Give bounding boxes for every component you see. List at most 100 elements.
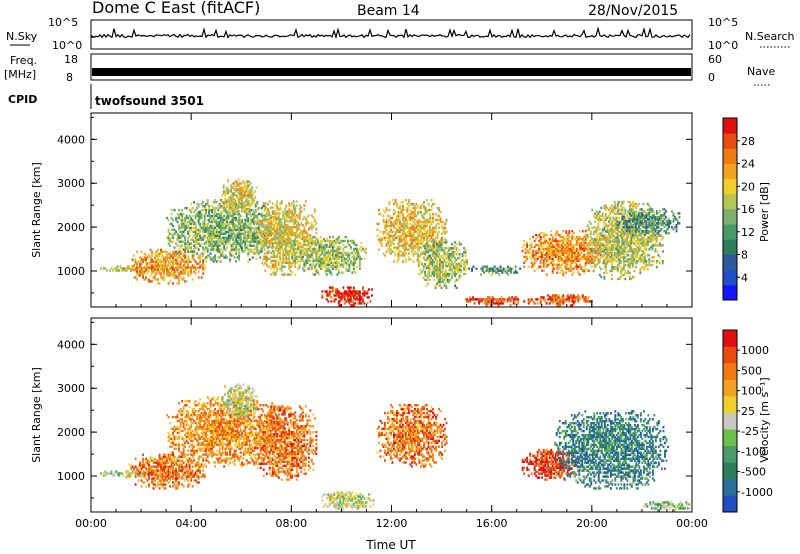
data-cell (116, 265, 119, 268)
data-cell (185, 224, 188, 228)
data-cell (217, 232, 220, 235)
data-cell (184, 270, 187, 273)
data-cell (584, 261, 587, 264)
data-cell (327, 292, 330, 295)
data-cell (445, 218, 448, 222)
data-cell (379, 212, 382, 216)
data-cell (554, 251, 557, 255)
data-cell (208, 238, 211, 241)
data-cell (163, 266, 165, 269)
data-cell (604, 218, 607, 221)
data-cell (440, 286, 443, 289)
data-cell (388, 236, 391, 239)
data-cell (615, 232, 618, 235)
data-cell (613, 238, 616, 241)
data-cell (382, 220, 385, 224)
data-cell (393, 212, 395, 216)
data-cell (179, 252, 182, 255)
data-cell (431, 251, 434, 254)
data-cell (424, 274, 426, 278)
data-cell (399, 238, 401, 241)
data-cell (440, 262, 443, 266)
data-cell (254, 240, 257, 243)
data-cell (170, 268, 173, 271)
data-cell (421, 250, 424, 253)
data-cell (274, 255, 277, 258)
data-cell (261, 226, 264, 229)
data-cell (274, 218, 277, 221)
data-cell (197, 210, 200, 214)
data-cell (613, 228, 616, 231)
data-cell (318, 253, 321, 257)
data-cell (262, 214, 265, 218)
data-cell (598, 248, 601, 251)
data-cell (606, 256, 609, 259)
data-cell (184, 248, 187, 251)
data-cell (357, 302, 360, 305)
data-cell (586, 228, 589, 231)
data-cell (261, 222, 264, 225)
data-cell (503, 298, 506, 301)
data-cell (445, 284, 447, 287)
data-cell (420, 252, 422, 255)
data-cell (325, 255, 328, 258)
data-cell (270, 224, 273, 227)
data-cell (533, 239, 536, 243)
data-cell (408, 252, 410, 255)
data-cell (527, 251, 530, 255)
data-cell (244, 220, 247, 224)
data-cell (606, 254, 609, 257)
data-cell (184, 246, 187, 249)
data-cell (209, 214, 212, 218)
data-cell (328, 292, 331, 295)
data-cell (551, 251, 554, 255)
data-cell (288, 214, 291, 217)
data-cell (227, 208, 230, 212)
data-cell (250, 236, 253, 239)
data-cell (580, 251, 583, 255)
data-cell (215, 232, 218, 235)
data-cell (428, 258, 431, 262)
data-cell (292, 224, 295, 227)
data-cell (181, 232, 184, 235)
data-cell (351, 241, 354, 245)
data-cell (324, 259, 327, 262)
data-cell (542, 241, 545, 245)
data-cell (214, 258, 217, 261)
data-cell (358, 255, 361, 258)
data-cell (227, 228, 230, 232)
data-cell (606, 240, 609, 243)
data-cell (577, 259, 580, 262)
data-cell (231, 210, 234, 213)
data-cell (268, 216, 271, 219)
data-cell (429, 234, 431, 237)
data-cell (442, 249, 444, 252)
data-cell (203, 216, 206, 220)
data-cell (422, 245, 425, 248)
data-cell (116, 269, 119, 272)
data-cell (136, 266, 138, 269)
data-cell (242, 208, 245, 211)
data-cell (575, 235, 578, 239)
data-cell (424, 206, 427, 210)
data-cell (480, 273, 482, 276)
data-cell (313, 210, 316, 213)
data-cell (187, 270, 190, 273)
data-cell (271, 263, 274, 266)
data-cell (424, 220, 427, 224)
data-cell (434, 272, 437, 276)
data-cell (240, 198, 243, 201)
data-cell (303, 261, 306, 264)
data-cell (169, 254, 171, 257)
data-cell (584, 233, 587, 237)
data-cell (265, 218, 268, 221)
data-cell (458, 268, 461, 272)
data-cell (451, 260, 453, 264)
data-cell (203, 234, 206, 237)
data-cell (199, 236, 202, 239)
data-cell (310, 224, 313, 227)
data-cell (460, 274, 462, 278)
data-cell (425, 264, 428, 268)
data-cell (304, 235, 307, 239)
data-cell (273, 224, 276, 227)
